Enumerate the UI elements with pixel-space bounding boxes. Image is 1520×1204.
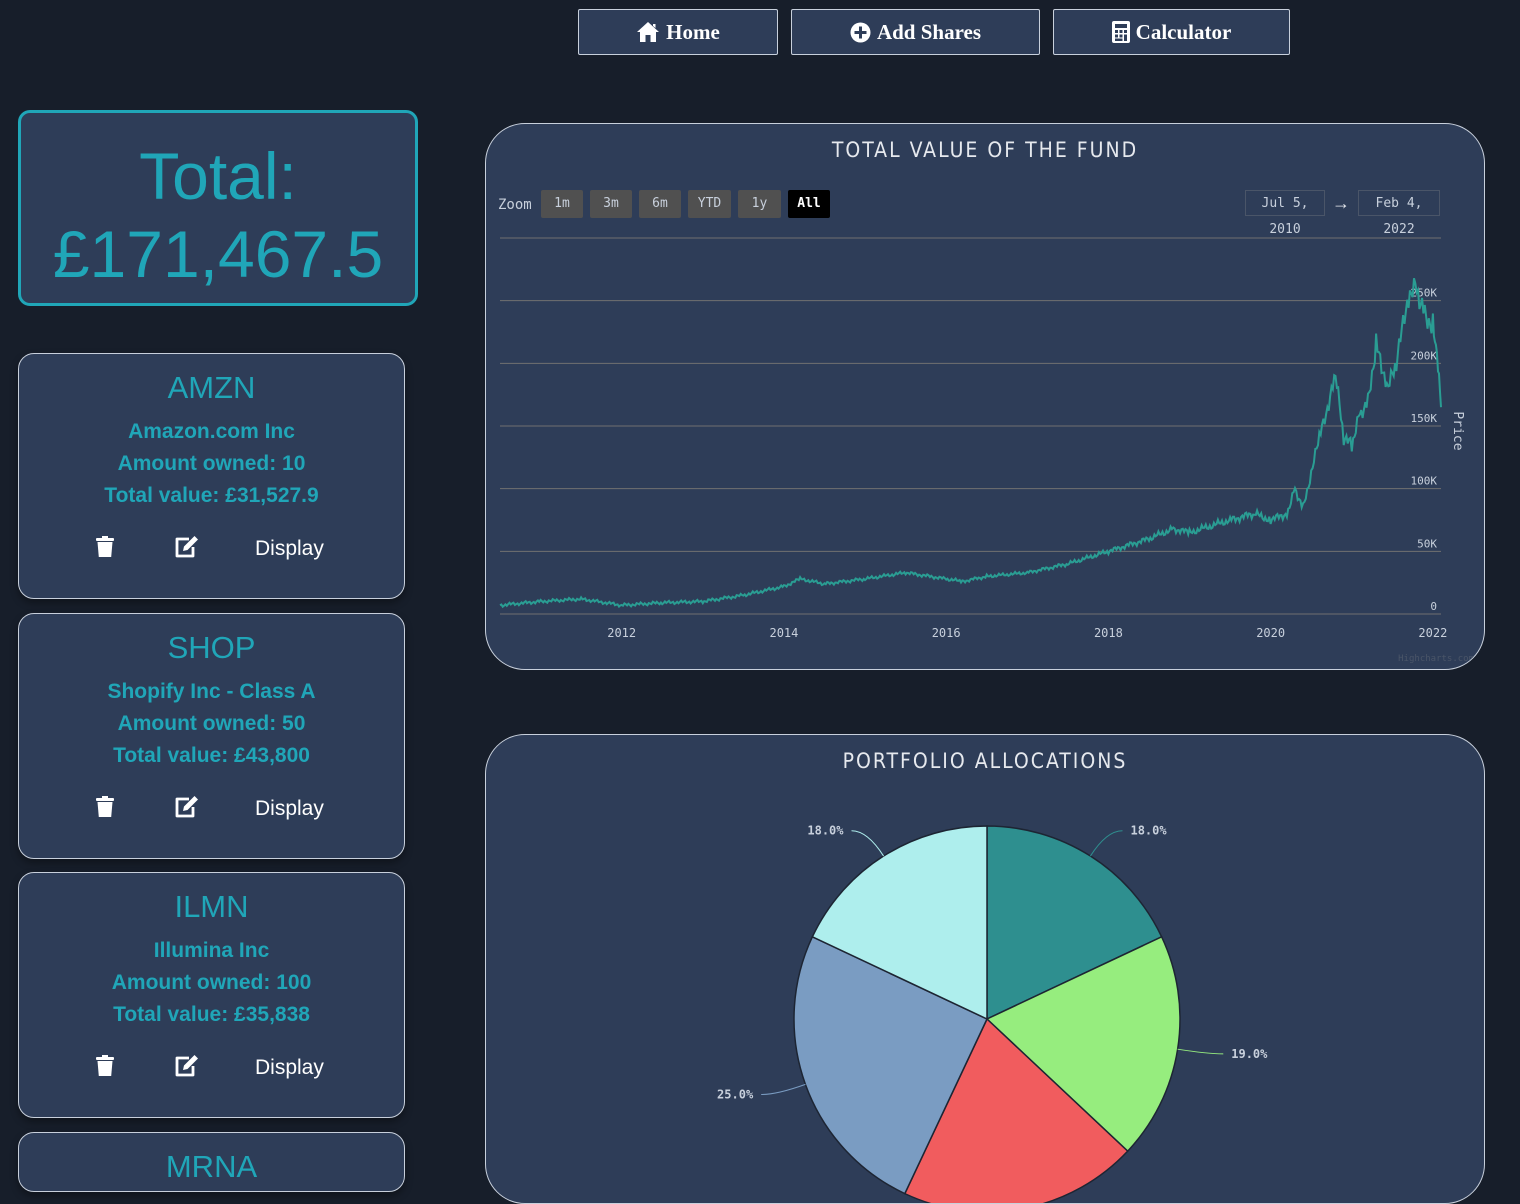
zoom-6m-button[interactable]: 6m [639,190,681,218]
y-tick-label: 250K [1411,287,1438,300]
zoom-ytd-button[interactable]: YTD [688,190,731,218]
total-value-card: Total: £171,467.5 [18,110,418,306]
x-tick-label: 2018 [1094,626,1123,640]
total-label: Total: [139,139,297,213]
allocation-pie: 18.0% 19.0% 25.0% 18.0% [717,824,1268,1203]
y-axis-label: Price [1450,411,1465,450]
stock-ticker: ILMN [174,889,249,924]
date-range-arrow: → [1332,193,1350,213]
zoom-3m-button[interactable]: 3m [590,190,632,218]
x-tick-label: 2020 [1256,626,1285,640]
stock-card: SHOP Shopify Inc - Class A Amount owned:… [18,613,405,859]
y-tick-label: 0 [1430,600,1437,613]
pie-slice-label: 19.0% [1231,1047,1268,1061]
calculator-button-label: Calculator [1135,19,1232,44]
fund-series-line [499,277,1442,609]
pie-label-connector [1177,1048,1224,1055]
x-tick-label: 2014 [769,626,798,640]
to-date-input[interactable]: Feb 4, 2022 [1358,190,1440,237]
stock-name: Shopify Inc - Class A [107,680,316,703]
y-tick-label: 200K [1411,349,1438,362]
zoom-label: Zoom [498,197,532,213]
stock-card: AMZN Amazon.com Inc Amount owned: 10 Tot… [18,353,405,599]
calculator-button[interactable]: Calculator [1053,9,1290,55]
display-button[interactable]: Display [255,797,324,820]
home-button-label: Home [666,19,720,44]
stock-name: Amazon.com Inc [128,420,295,443]
pie-label-connector [1089,830,1123,857]
zoom-1y-button[interactable]: 1y [738,190,781,218]
chart-title: TOTAL VALUE OF THE FUND [831,138,1139,162]
chart-title: PORTFOLIO ALLOCATIONS [842,749,1128,773]
y-tick-label: 150K [1411,412,1438,425]
fund-line-plot: 0 50K 100K 150K 200K 250K 2012 2014 2016 2018 202… [499,237,1474,664]
stock-amount: Amount owned: 10 [117,452,306,475]
zoom-all-button[interactable]: All [788,190,830,218]
x-tick-label: 2016 [932,626,961,640]
trash-icon[interactable] [95,1055,115,1077]
portfolio-allocations-chart: PORTFOLIO ALLOCATIONS 18.0% 19.0% 25.0% 18.… [485,734,1485,1204]
trash-icon[interactable] [95,796,115,818]
add-shares-button-label: Add Shares [876,19,982,44]
add-shares-button[interactable]: Add Shares [791,9,1040,55]
stock-total-value: Total value: £43,800 [113,744,310,767]
pie-slice-label: 18.0% [807,824,844,838]
pie-slice-label: 25.0% [717,1088,754,1102]
zoom-1m-button[interactable]: 1m [541,190,583,218]
stock-card: ILMN Illumina Inc Amount owned: 100 Tota… [18,872,405,1118]
from-date-input[interactable]: Jul 5, 2010 [1245,190,1325,237]
home-button[interactable]: Home [578,9,778,55]
stock-total-value: Total value: £35,838 [113,1003,310,1026]
fund-value-chart: TOTAL VALUE OF THE FUND Zoom 1m 3m 6m YT… [485,123,1485,670]
display-button[interactable]: Display [255,1056,324,1079]
pie-label-connector [851,830,885,857]
stock-card: MRNA [18,1132,405,1192]
stock-amount: Amount owned: 100 [111,971,312,994]
x-tick-label: 2012 [607,626,636,640]
calculator-icon [1111,21,1130,43]
stock-total-value: Total value: £31,527.9 [104,484,319,507]
pie-slice-label: 18.0% [1130,824,1167,838]
stock-ticker: AMZN [167,370,256,405]
stock-ticker: MRNA [165,1149,258,1184]
chart-credits: Highcharts.com [1398,654,1474,664]
stock-amount: Amount owned: 50 [117,712,306,735]
plus-circle-icon [850,22,871,42]
pie-slice[interactable] [811,825,988,1021]
x-tick-label: 2022 [1418,626,1447,640]
y-tick-label: 100K [1411,475,1438,488]
edit-icon[interactable] [173,1054,199,1078]
pie-slice[interactable] [986,825,1163,1021]
edit-icon[interactable] [173,535,199,559]
stock-ticker: SHOP [167,630,256,665]
stock-name: Illumina Inc [153,939,270,962]
pie-slice[interactable] [793,935,988,1195]
total-amount: £171,467.5 [52,217,384,291]
display-button[interactable]: Display [255,537,324,560]
home-icon [637,22,660,42]
trash-icon[interactable] [95,536,115,558]
pie-label-connector [761,1083,806,1096]
y-tick-label: 50K [1417,537,1437,550]
edit-icon[interactable] [173,795,199,819]
